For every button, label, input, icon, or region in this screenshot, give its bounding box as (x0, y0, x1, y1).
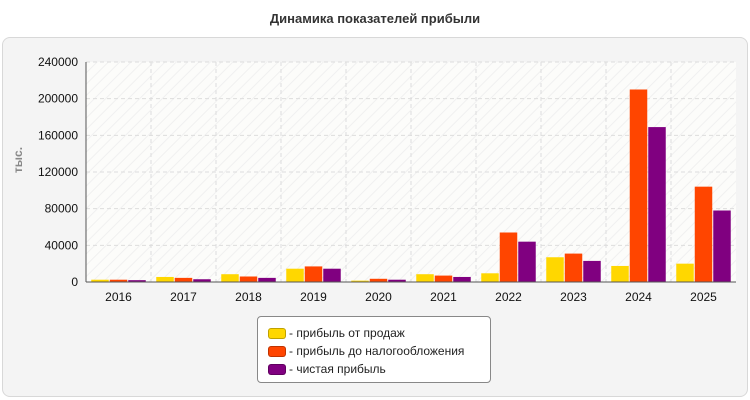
legend-swatch-net (268, 363, 286, 375)
bar (434, 275, 453, 282)
x-tick-label: 2024 (625, 290, 652, 304)
legend-label-sales: - прибыль от продаж (289, 326, 405, 340)
bar (481, 273, 499, 282)
y-tick-label: 160000 (38, 128, 78, 142)
legend-swatch-pretax (268, 345, 286, 357)
bar (416, 274, 434, 282)
x-tick-labels: 2016 2017 2018 2019 2020 2021 2022 2023 2024 2025 (105, 290, 717, 304)
bar (518, 241, 536, 282)
y-tick-label: 120000 (38, 165, 78, 179)
x-tick-label: 2021 (430, 290, 457, 304)
bar (91, 279, 109, 282)
chart-title: Динамика показателей прибыли (269, 11, 481, 26)
bar (286, 268, 304, 282)
bar (369, 278, 388, 282)
bar (564, 253, 583, 282)
legend-label-pretax: - прибыль до налогообложения (289, 344, 465, 358)
bar (128, 280, 146, 282)
bar (221, 274, 239, 282)
x-tick-label: 2016 (105, 290, 132, 304)
bar (676, 263, 694, 282)
bar (648, 127, 666, 282)
legend-item-pretax: - прибыль до налогообложения (268, 342, 490, 360)
y-tick-label: 80000 (45, 202, 79, 216)
y-tick-label: 40000 (45, 238, 79, 252)
bar (258, 277, 276, 282)
x-tick-label: 2020 (365, 290, 392, 304)
bar (351, 280, 369, 282)
bar (323, 268, 341, 282)
legend-item-net: - чистая прибыль (268, 360, 490, 378)
x-tick-label: 2023 (560, 290, 587, 304)
bar (694, 186, 713, 282)
x-tick-label: 2019 (300, 290, 327, 304)
legend-item-sales: - прибыль от продаж (268, 324, 490, 342)
bar (304, 266, 323, 282)
bar (499, 232, 518, 282)
y-tick-labels: 0 40000 80000 120000 160000 200000 240000 (38, 55, 78, 289)
y-tick-label: 0 (71, 275, 78, 289)
y-tick-label: 240000 (38, 55, 78, 69)
x-tick-label: 2017 (170, 290, 197, 304)
bar (156, 276, 174, 282)
x-tick-label: 2025 (690, 290, 717, 304)
bar (713, 210, 731, 282)
legend-label-net: - чистая прибыль (289, 362, 386, 376)
legend: - прибыль от продаж - прибыль до налогоо… (257, 316, 491, 383)
y-tick-label: 200000 (38, 92, 78, 106)
bars (91, 89, 731, 282)
bar (453, 276, 471, 282)
x-tick-label: 2022 (495, 290, 522, 304)
bar (109, 279, 128, 282)
bar (193, 279, 211, 282)
bar (388, 279, 406, 282)
y-axis-label: тыс. (11, 147, 25, 173)
bar (583, 260, 601, 282)
bar (611, 265, 629, 282)
grid (86, 61, 736, 282)
bar (546, 257, 564, 282)
x-tick-label: 2018 (235, 290, 262, 304)
bar (629, 89, 648, 282)
bar (174, 277, 193, 282)
legend-swatch-sales (268, 327, 286, 339)
axes (85, 62, 736, 283)
bar (239, 276, 258, 282)
